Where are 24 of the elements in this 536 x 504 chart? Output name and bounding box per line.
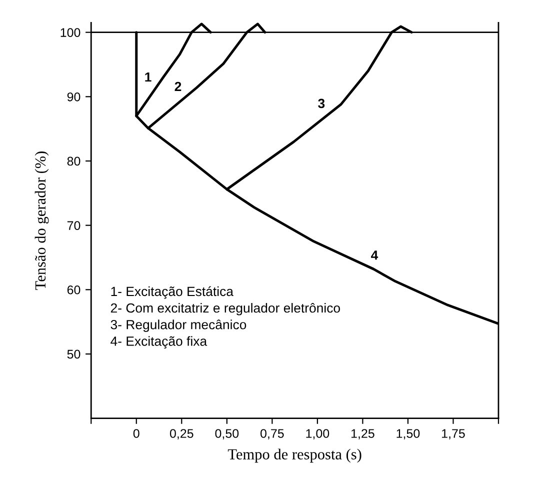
x-tick-label: 1,00 [306,429,330,440]
x-tick-label: 0 [133,429,140,438]
x-tick-label: 0,50 [215,429,239,440]
y-tick-label: 90 [67,92,80,102]
x-tick-label: 1,75 [442,429,465,440]
y-tick-label: 50 [67,350,80,359]
annotation: 3- Regulador mecânico [110,320,246,332]
y-tick-label: 80 [67,156,80,166]
x-tick-label: 0,75 [260,429,284,440]
x-tick-label: 1,50 [396,429,420,440]
x-axis-title: Tempo de resposta (s) [228,448,362,463]
annotation: 1- Excitação Estática [111,286,234,299]
y-tick-label: 100 [60,28,80,37]
x-tick-label: 1,25 [351,429,374,440]
series-label: 1 [145,72,152,82]
annotation: 4- Excitação fixa [110,336,208,349]
y-tick-label: 70 [67,221,80,230]
y-tick-label: 60 [67,285,80,294]
x-tick-label: 0,25 [170,429,194,440]
annotation: 2- Com excitatriz e regulador eletrônico [110,302,340,316]
series-label: 3 [318,98,325,108]
series-label: 2 [174,82,182,92]
y-axis-title: Tensão do gerador (%) [34,152,49,290]
series-label: 4 [370,250,378,260]
